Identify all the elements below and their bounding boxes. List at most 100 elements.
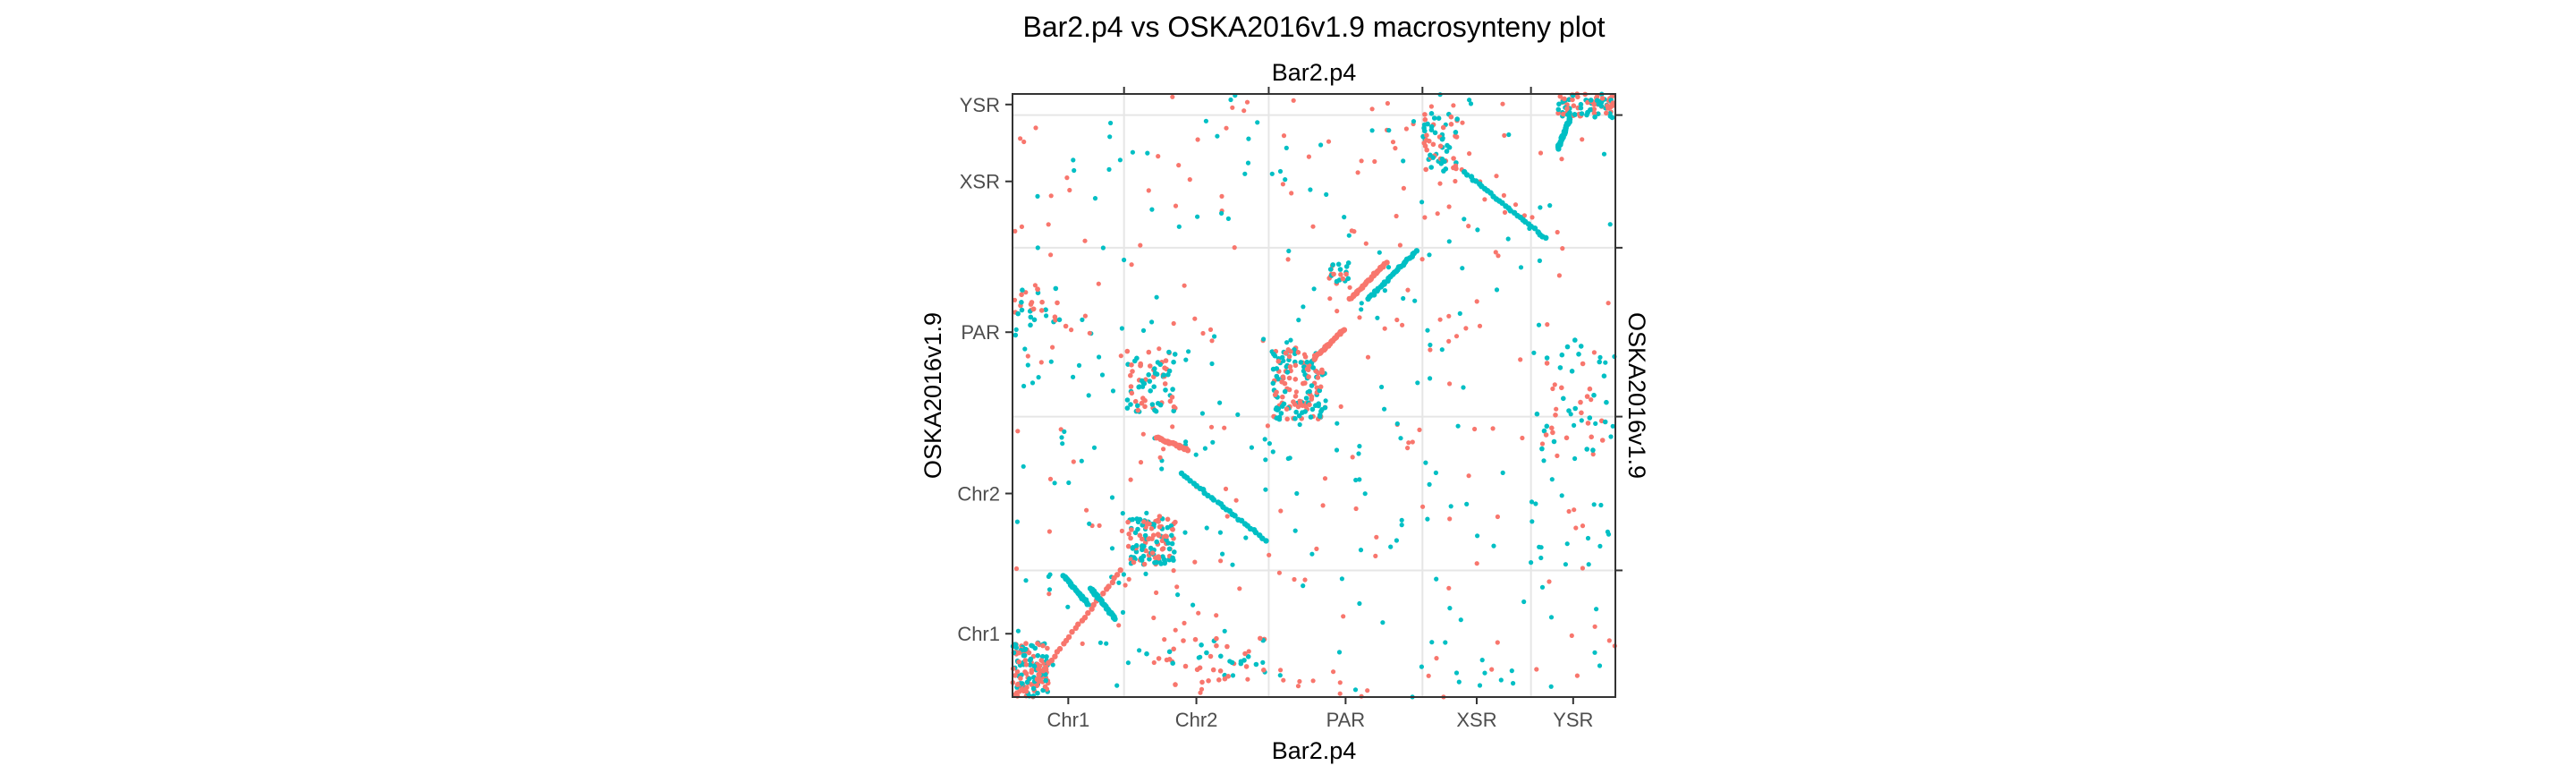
cluster-point [1014,668,1021,675]
point [1390,140,1396,145]
point [1217,400,1223,405]
point [1572,422,1577,428]
y-tick-label-par: PAR [961,321,1000,344]
point [1490,426,1496,431]
point [1128,477,1133,482]
point [1608,434,1614,439]
point [1199,411,1205,416]
cluster-point [1171,408,1176,414]
point [1278,508,1284,514]
cluster-point [1156,656,1162,661]
diagonal-point [1048,657,1055,664]
point [1559,157,1564,162]
point [1437,317,1443,322]
diagonal-point [1090,601,1097,608]
cluster-point [1206,678,1211,684]
cluster-point [1270,380,1276,387]
point [1285,257,1291,262]
cluster-point [1293,409,1299,415]
point [1066,480,1072,486]
cluster-point [1274,373,1280,379]
cluster-point [1130,369,1135,374]
cluster-point [1571,103,1577,108]
point [1579,418,1584,423]
point [1365,688,1370,693]
cluster-point [1584,394,1590,399]
point [1104,641,1109,646]
point [1283,177,1288,183]
cluster-point [1142,397,1148,404]
cluster-point [1171,404,1177,410]
point [1375,315,1380,320]
point [1337,691,1343,696]
point [1052,481,1057,486]
cluster-point [1163,387,1168,393]
point [1491,543,1496,549]
cluster-point [1436,115,1442,121]
point [1176,163,1182,168]
cluster-point [1044,654,1049,659]
point [1419,664,1424,669]
point [1023,578,1029,583]
point [1046,529,1052,534]
cluster-point [1020,287,1025,293]
cluster-point [1154,539,1159,545]
point [1018,136,1023,141]
cluster-point [1182,663,1189,669]
point [1292,528,1298,533]
point [1502,209,1508,215]
diagonal-point [1263,538,1269,544]
cluster-point [1157,524,1163,530]
cluster-point [1302,380,1308,386]
point [1109,546,1115,551]
point [1530,519,1535,524]
diagonal-point [1184,447,1191,454]
point [1122,257,1127,263]
cluster-point [1146,349,1152,355]
cluster-point [1147,536,1152,541]
cluster-point [1309,383,1315,388]
cluster-point [1591,106,1597,112]
point [1406,440,1411,446]
point [1116,623,1122,628]
point [1097,354,1102,360]
cluster-point [1284,370,1291,375]
point [1425,327,1430,333]
point [1353,506,1359,512]
cluster-point [1146,372,1151,378]
x-tick-labels: Chr1 Chr2 PAR XSR YSR [1047,709,1594,731]
point [1399,523,1404,528]
point [1606,638,1612,643]
cluster-point [1295,350,1301,355]
point [1224,514,1230,519]
point [1434,656,1439,661]
cluster-point [1566,408,1572,413]
point [1129,262,1134,268]
point [1327,296,1333,302]
point [1191,602,1196,608]
cluster-point [1607,111,1613,116]
cluster-point [1173,682,1178,687]
point [1195,214,1200,219]
point [1560,246,1565,251]
point [1403,126,1409,132]
point [1464,501,1470,507]
cluster-point [1204,650,1209,656]
cluster-point [1282,388,1288,395]
point [1195,137,1200,142]
cluster-point [1253,661,1259,668]
point [1192,316,1198,321]
point [1171,320,1176,327]
diagonal-point [1084,601,1090,608]
cluster-point [1055,300,1060,306]
cluster-point [1557,365,1563,370]
point [1589,397,1594,403]
point [1022,346,1028,352]
cluster-point [1284,364,1290,370]
cluster-point [1241,658,1247,663]
point [1428,376,1433,381]
cluster-point [1279,379,1284,385]
point [1046,222,1051,227]
cluster-point [1214,642,1219,649]
point [1429,640,1435,645]
